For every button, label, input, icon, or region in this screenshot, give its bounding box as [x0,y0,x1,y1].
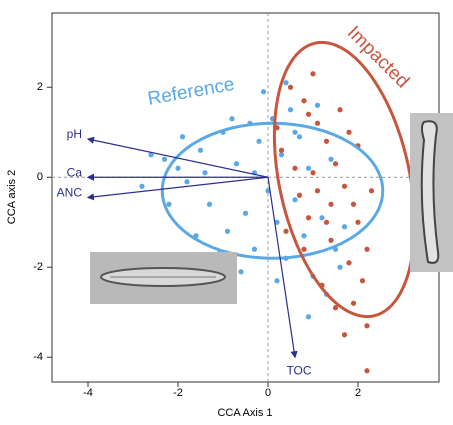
vector-label: ANC [57,186,83,200]
x-tick-label: 0 [265,387,271,399]
biplot-vector [267,177,298,359]
point [296,134,303,140]
point [337,264,343,270]
point [364,368,370,374]
x-axis-title: CCA Axis 1 [217,407,272,419]
biplot-vector [86,176,269,201]
point [319,215,325,221]
vector-label: pH [67,127,82,141]
point [310,170,316,176]
point [314,188,321,194]
point [202,170,208,176]
point [368,188,375,194]
point [278,147,285,153]
point [355,219,361,225]
diatom [420,120,440,264]
point [148,152,154,158]
point [364,246,370,252]
point [260,89,267,95]
point [332,305,339,311]
point [359,278,366,284]
point [314,120,321,126]
point [256,138,262,144]
point [287,84,294,90]
point [274,219,280,225]
y-axis-title: CCA axis 2 [6,170,18,224]
biplot-vector [86,136,269,178]
point [283,228,289,234]
point [251,246,258,252]
point [341,332,348,338]
point [328,156,334,162]
point [292,197,298,203]
point [301,246,307,252]
point [139,183,145,189]
vector-label: TOC [286,363,311,377]
point [233,161,240,167]
y-tick-label: 2 [37,81,43,93]
point [224,228,231,234]
point [179,134,186,140]
point [364,323,370,329]
point [301,233,307,239]
point [323,138,330,144]
point [310,71,316,77]
point [197,147,204,153]
point [278,152,285,158]
point [166,201,172,207]
point [292,165,298,171]
point [341,224,348,230]
point [305,314,312,320]
diatom-image-right [410,113,453,272]
point [305,111,312,117]
y-tick-label: -2 [33,261,43,273]
point [274,278,280,284]
diatom-image-left [90,252,237,304]
point [175,165,181,171]
x-tick-label: 2 [355,387,361,399]
group-ellipse [160,121,385,260]
point [346,129,352,135]
point [301,98,307,104]
point [314,102,321,108]
point [206,201,213,207]
group-ellipse [272,40,417,319]
vector-label: Ca [67,165,83,179]
point [287,107,294,113]
point [229,116,235,122]
point [328,201,334,207]
point [283,80,289,86]
point [305,215,312,221]
x-tick-label: -2 [173,387,183,399]
point [350,201,357,207]
point [346,260,352,266]
point [332,161,339,167]
point [292,129,298,135]
point [305,165,312,171]
point [238,269,244,275]
point [296,192,303,198]
y-tick-label: -4 [33,351,43,363]
point [323,219,330,225]
point [341,183,348,189]
point [328,237,334,243]
point [350,300,357,306]
point [337,107,343,113]
x-tick-label: -4 [83,387,93,399]
point [242,210,249,216]
point [184,179,190,185]
group-label: Reference [146,74,236,110]
y-tick-label: 0 [37,171,43,183]
point [161,156,168,162]
